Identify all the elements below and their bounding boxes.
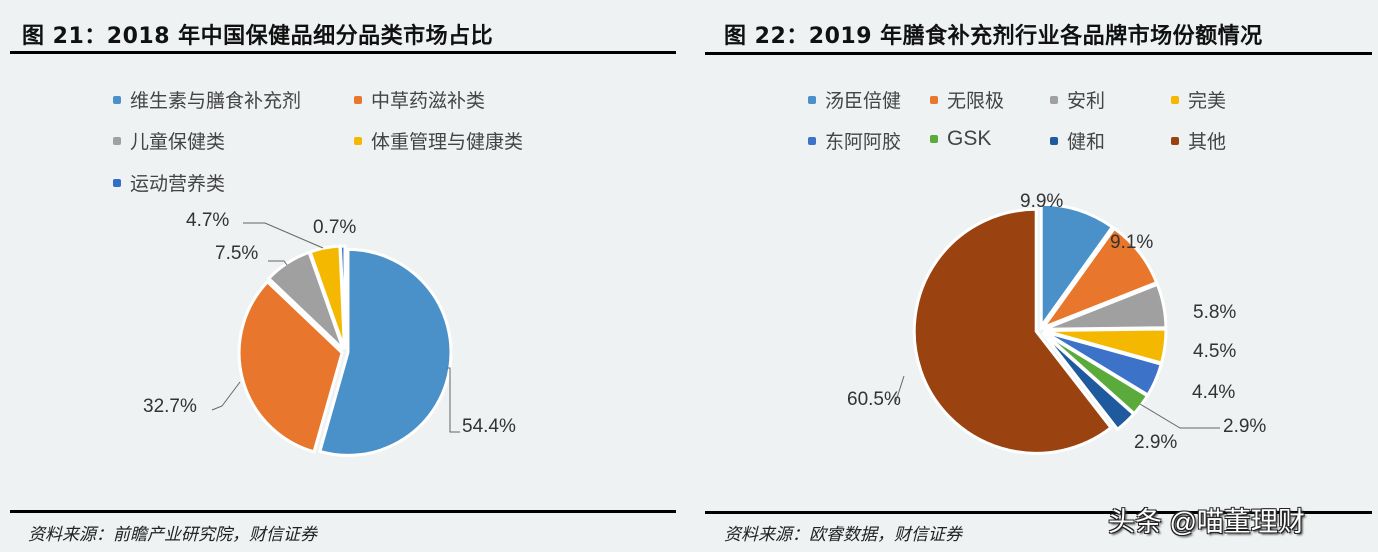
data-label: 2.9% [1223, 416, 1266, 437]
data-label: 2.9% [1134, 432, 1177, 453]
pie-slice [1041, 331, 1136, 432]
watermark: 头条 @喵董理财 [1108, 507, 1305, 537]
legend-item: 无限极 [930, 86, 1004, 113]
figure-22-source: 资料来源：欧睿数据，财信证券 [724, 525, 962, 545]
source-rule [705, 511, 1372, 514]
figure-22-pie: 9.9% 9.1% 5.8% 4.5% 4.4% 2.9% 2.9% 60.5% [847, 191, 1266, 455]
figure-21-source: 资料来源：前瞻产业研究院，财信证券 [28, 525, 317, 545]
data-label: 60.5% [847, 389, 901, 410]
legend-item: 健和 [1050, 127, 1105, 154]
legend-swatch [1050, 136, 1058, 145]
pie-slice [912, 207, 1114, 455]
legend-swatch [354, 136, 362, 145]
legend-swatch [1171, 95, 1179, 104]
data-label: 4.4% [1192, 382, 1235, 403]
title-rule [705, 52, 1372, 55]
title-rule [10, 51, 676, 54]
legend-item: 中草药滋补类 [354, 86, 485, 113]
figure-22-title: 图 22：2019 年膳食补充剂行业各品牌市场份额情况 [724, 24, 1263, 49]
pie-slice [237, 279, 344, 454]
legend-item: 东阿阿胶 [808, 127, 901, 154]
legend-swatch [1050, 95, 1058, 104]
data-label: 54.4% [462, 416, 516, 437]
leader-line [1139, 403, 1220, 429]
legend-item: 安利 [1050, 86, 1105, 113]
figure-22-panel: 图 22：2019 年膳食补充剂行业各品牌市场份额情况 汤臣倍健 无限极 安利 … [690, 0, 1378, 552]
legend-swatch [1171, 136, 1179, 145]
data-label: 4.5% [1193, 341, 1236, 362]
leader-line [211, 381, 241, 411]
legend-item: 运动营养类 [113, 169, 225, 196]
leader-line [268, 260, 288, 266]
legend-swatch [113, 95, 121, 104]
data-label: 9.1% [1110, 232, 1153, 253]
data-label: 9.9% [1020, 191, 1063, 212]
data-label: 32.7% [143, 396, 197, 417]
legend-item: 完美 [1171, 86, 1226, 113]
legend-swatch [354, 95, 362, 104]
legend-item: 维生素与膳食补充剂 [113, 86, 301, 113]
legend-swatch [930, 135, 938, 143]
pie-slice [338, 244, 347, 350]
figure-21-title: 图 21：2018 年中国保健品细分品类市场占比 [22, 24, 494, 49]
legend-item: 汤臣倍健 [808, 86, 901, 113]
leader-line [894, 375, 905, 405]
pie-slice [318, 247, 453, 457]
figure-21-pie: 54.4% 32.7% 7.5% 4.7% 0.7% [143, 210, 516, 457]
data-label: 0.7% [313, 217, 356, 238]
figure-21-panel: 图 21：2018 年中国保健品细分品类市场占比 维生素与膳食补充剂 中草药滋补… [10, 24, 676, 545]
leader-line [447, 367, 460, 433]
legend-item: 儿童保健类 [113, 127, 225, 154]
data-label: 5.8% [1193, 302, 1236, 323]
source-rule [10, 510, 676, 513]
leader-line [243, 222, 324, 249]
legend-swatch [808, 136, 816, 145]
legend-item: 体重管理与健康类 [354, 127, 523, 154]
legend-item: GSK [930, 127, 991, 151]
pie-slice [1038, 226, 1159, 331]
legend-swatch [113, 136, 121, 145]
data-label: 7.5% [215, 243, 258, 264]
pie-slice [1039, 202, 1115, 331]
legend-item: 其他 [1171, 127, 1226, 154]
legend-swatch [808, 95, 816, 104]
legend-swatch [113, 178, 121, 187]
legend-swatch [930, 95, 938, 104]
data-label: 4.7% [186, 210, 229, 231]
